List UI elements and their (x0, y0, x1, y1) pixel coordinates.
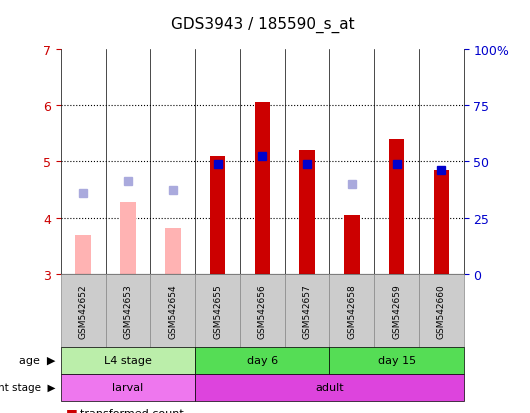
Bar (254, 103, 270, 275)
Text: GSM542655: GSM542655 (213, 283, 222, 338)
Text: day 6: day 6 (247, 355, 278, 366)
Bar (344, 216, 360, 275)
Text: GSM542660: GSM542660 (437, 283, 446, 338)
Text: day 15: day 15 (377, 355, 416, 366)
Text: GSM542654: GSM542654 (169, 284, 178, 338)
Bar (389, 140, 404, 275)
Text: transformed count: transformed count (80, 408, 183, 413)
Bar (299, 151, 315, 275)
Text: GSM542653: GSM542653 (123, 283, 132, 338)
Text: age  ▶: age ▶ (19, 355, 56, 366)
Text: larval: larval (112, 382, 144, 392)
Bar (210, 157, 225, 275)
Text: GDS3943 / 185590_s_at: GDS3943 / 185590_s_at (171, 17, 354, 33)
Text: GSM542659: GSM542659 (392, 283, 401, 338)
Bar (75, 235, 91, 275)
Text: GSM542656: GSM542656 (258, 283, 267, 338)
Text: adult: adult (315, 382, 344, 392)
Text: GSM542658: GSM542658 (347, 283, 356, 338)
Text: ■: ■ (66, 406, 78, 413)
Bar (434, 171, 449, 275)
Text: GSM542652: GSM542652 (79, 284, 88, 338)
Text: GSM542657: GSM542657 (303, 283, 312, 338)
Text: L4 stage: L4 stage (104, 355, 152, 366)
Text: development stage  ▶: development stage ▶ (0, 382, 56, 392)
Bar (120, 203, 136, 275)
Bar (165, 228, 181, 275)
